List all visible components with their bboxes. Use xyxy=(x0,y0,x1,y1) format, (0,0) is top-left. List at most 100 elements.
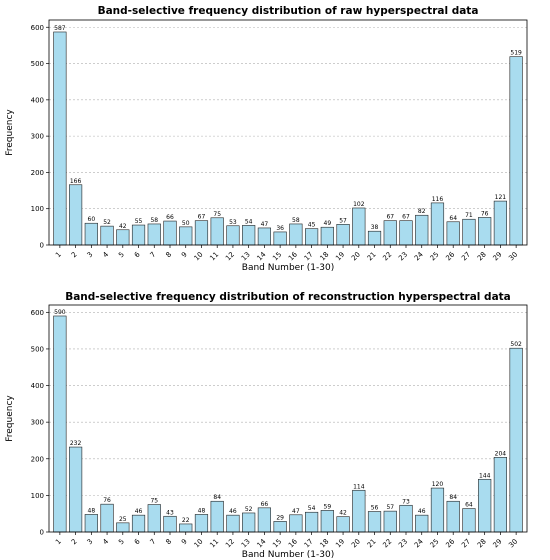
x-tick-label: 15 xyxy=(271,250,283,262)
data-label: 50 xyxy=(182,220,190,227)
x-tick-label: 3 xyxy=(86,537,95,546)
bar xyxy=(69,446,83,533)
x-tick-label: 22 xyxy=(381,537,393,549)
bar xyxy=(478,217,492,246)
data-label: 48 xyxy=(198,507,206,514)
x-tick-label: 1 xyxy=(54,250,63,259)
bar xyxy=(69,184,83,246)
data-label: 71 xyxy=(465,212,473,219)
bar xyxy=(367,511,382,533)
data-label: 232 xyxy=(70,440,82,447)
x-tick-label: 13 xyxy=(240,537,252,549)
x-tick-label: 20 xyxy=(350,250,362,262)
data-label: 55 xyxy=(135,218,143,225)
bar xyxy=(53,315,67,533)
data-label: 48 xyxy=(88,507,96,514)
x-tick-label: 24 xyxy=(413,250,425,262)
bar xyxy=(116,522,130,533)
bar xyxy=(226,225,240,246)
x-tick-label: 23 xyxy=(397,250,409,262)
bar xyxy=(446,221,460,246)
y-tick-label: 0 xyxy=(40,529,44,537)
bar xyxy=(194,220,209,246)
y-tick-label: 500 xyxy=(31,60,44,68)
bar xyxy=(509,56,523,246)
bar xyxy=(462,218,476,246)
x-tick-label: 2 xyxy=(70,250,79,259)
data-label: 502 xyxy=(510,341,522,348)
y-tick-label: 600 xyxy=(31,309,44,317)
x-tick-label: 8 xyxy=(164,537,173,546)
x-tick-label: 29 xyxy=(492,537,504,549)
data-label: 57 xyxy=(339,217,347,224)
bar xyxy=(273,231,287,246)
data-label: 76 xyxy=(481,210,489,217)
bar xyxy=(352,489,366,533)
data-label: 66 xyxy=(166,214,174,221)
x-tick-label: 6 xyxy=(133,250,142,259)
bar xyxy=(367,230,382,246)
x-tick-label: 13 xyxy=(240,250,252,262)
y-tick-label: 0 xyxy=(40,242,44,250)
data-label: 43 xyxy=(166,509,174,516)
data-label: 53 xyxy=(229,219,237,226)
x-tick-label: 12 xyxy=(224,537,236,549)
x-tick-label: 28 xyxy=(476,537,488,549)
x-tick-label: 5 xyxy=(117,537,126,546)
y-tick-label: 500 xyxy=(31,345,44,353)
x-tick-label: 30 xyxy=(507,537,519,549)
chart-title: Band-selective frequency distribution of… xyxy=(98,5,479,17)
plot-frame xyxy=(48,19,528,246)
data-label: 76 xyxy=(103,497,111,504)
bar xyxy=(305,228,319,246)
bar xyxy=(194,514,209,533)
data-label: 67 xyxy=(386,214,394,221)
x-tick-label: 9 xyxy=(180,250,189,259)
data-label: 121 xyxy=(495,194,507,201)
y-tick-label: 300 xyxy=(31,133,44,141)
bar xyxy=(305,511,319,533)
data-label: 120 xyxy=(432,481,444,488)
bar xyxy=(242,225,256,246)
y-tick-label: 600 xyxy=(31,24,44,32)
bar xyxy=(163,515,177,533)
data-label: 22 xyxy=(182,517,190,524)
x-tick-label: 11 xyxy=(208,537,220,549)
chart-panel-2: 5901232248376425546675743822948108411461… xyxy=(5,291,528,560)
bar xyxy=(163,220,177,246)
x-tick-label: 27 xyxy=(460,537,472,549)
bar xyxy=(147,504,161,533)
bar xyxy=(509,347,523,533)
data-label: 38 xyxy=(371,224,379,231)
x-tick-label: 10 xyxy=(193,537,205,549)
x-tick-label: 8 xyxy=(164,250,173,259)
x-tick-label: 20 xyxy=(350,537,362,549)
bar xyxy=(257,507,271,533)
bar xyxy=(131,514,146,533)
data-label: 114 xyxy=(353,483,365,490)
x-tick-label: 7 xyxy=(149,250,158,259)
data-label: 116 xyxy=(432,196,444,203)
bar xyxy=(84,222,98,246)
y-tick-label: 200 xyxy=(31,169,44,177)
data-label: 587 xyxy=(54,25,66,32)
y-tick-label: 100 xyxy=(31,492,44,500)
bar xyxy=(320,226,334,246)
bar xyxy=(289,514,303,533)
bar xyxy=(53,31,67,246)
bar xyxy=(399,504,413,533)
x-tick-label: 16 xyxy=(287,537,299,549)
bar xyxy=(100,503,114,533)
x-tick-label: 4 xyxy=(101,537,110,546)
bar xyxy=(399,220,413,246)
data-label: 29 xyxy=(276,514,284,521)
bar xyxy=(415,214,429,246)
x-tick-label: 3 xyxy=(86,250,95,259)
x-tick-label: 21 xyxy=(366,537,378,549)
data-label: 67 xyxy=(198,214,206,221)
y-axis-label: Frequency xyxy=(5,109,15,156)
data-label: 46 xyxy=(135,508,143,515)
data-label: 57 xyxy=(386,504,394,511)
x-tick-label: 10 xyxy=(193,250,205,262)
